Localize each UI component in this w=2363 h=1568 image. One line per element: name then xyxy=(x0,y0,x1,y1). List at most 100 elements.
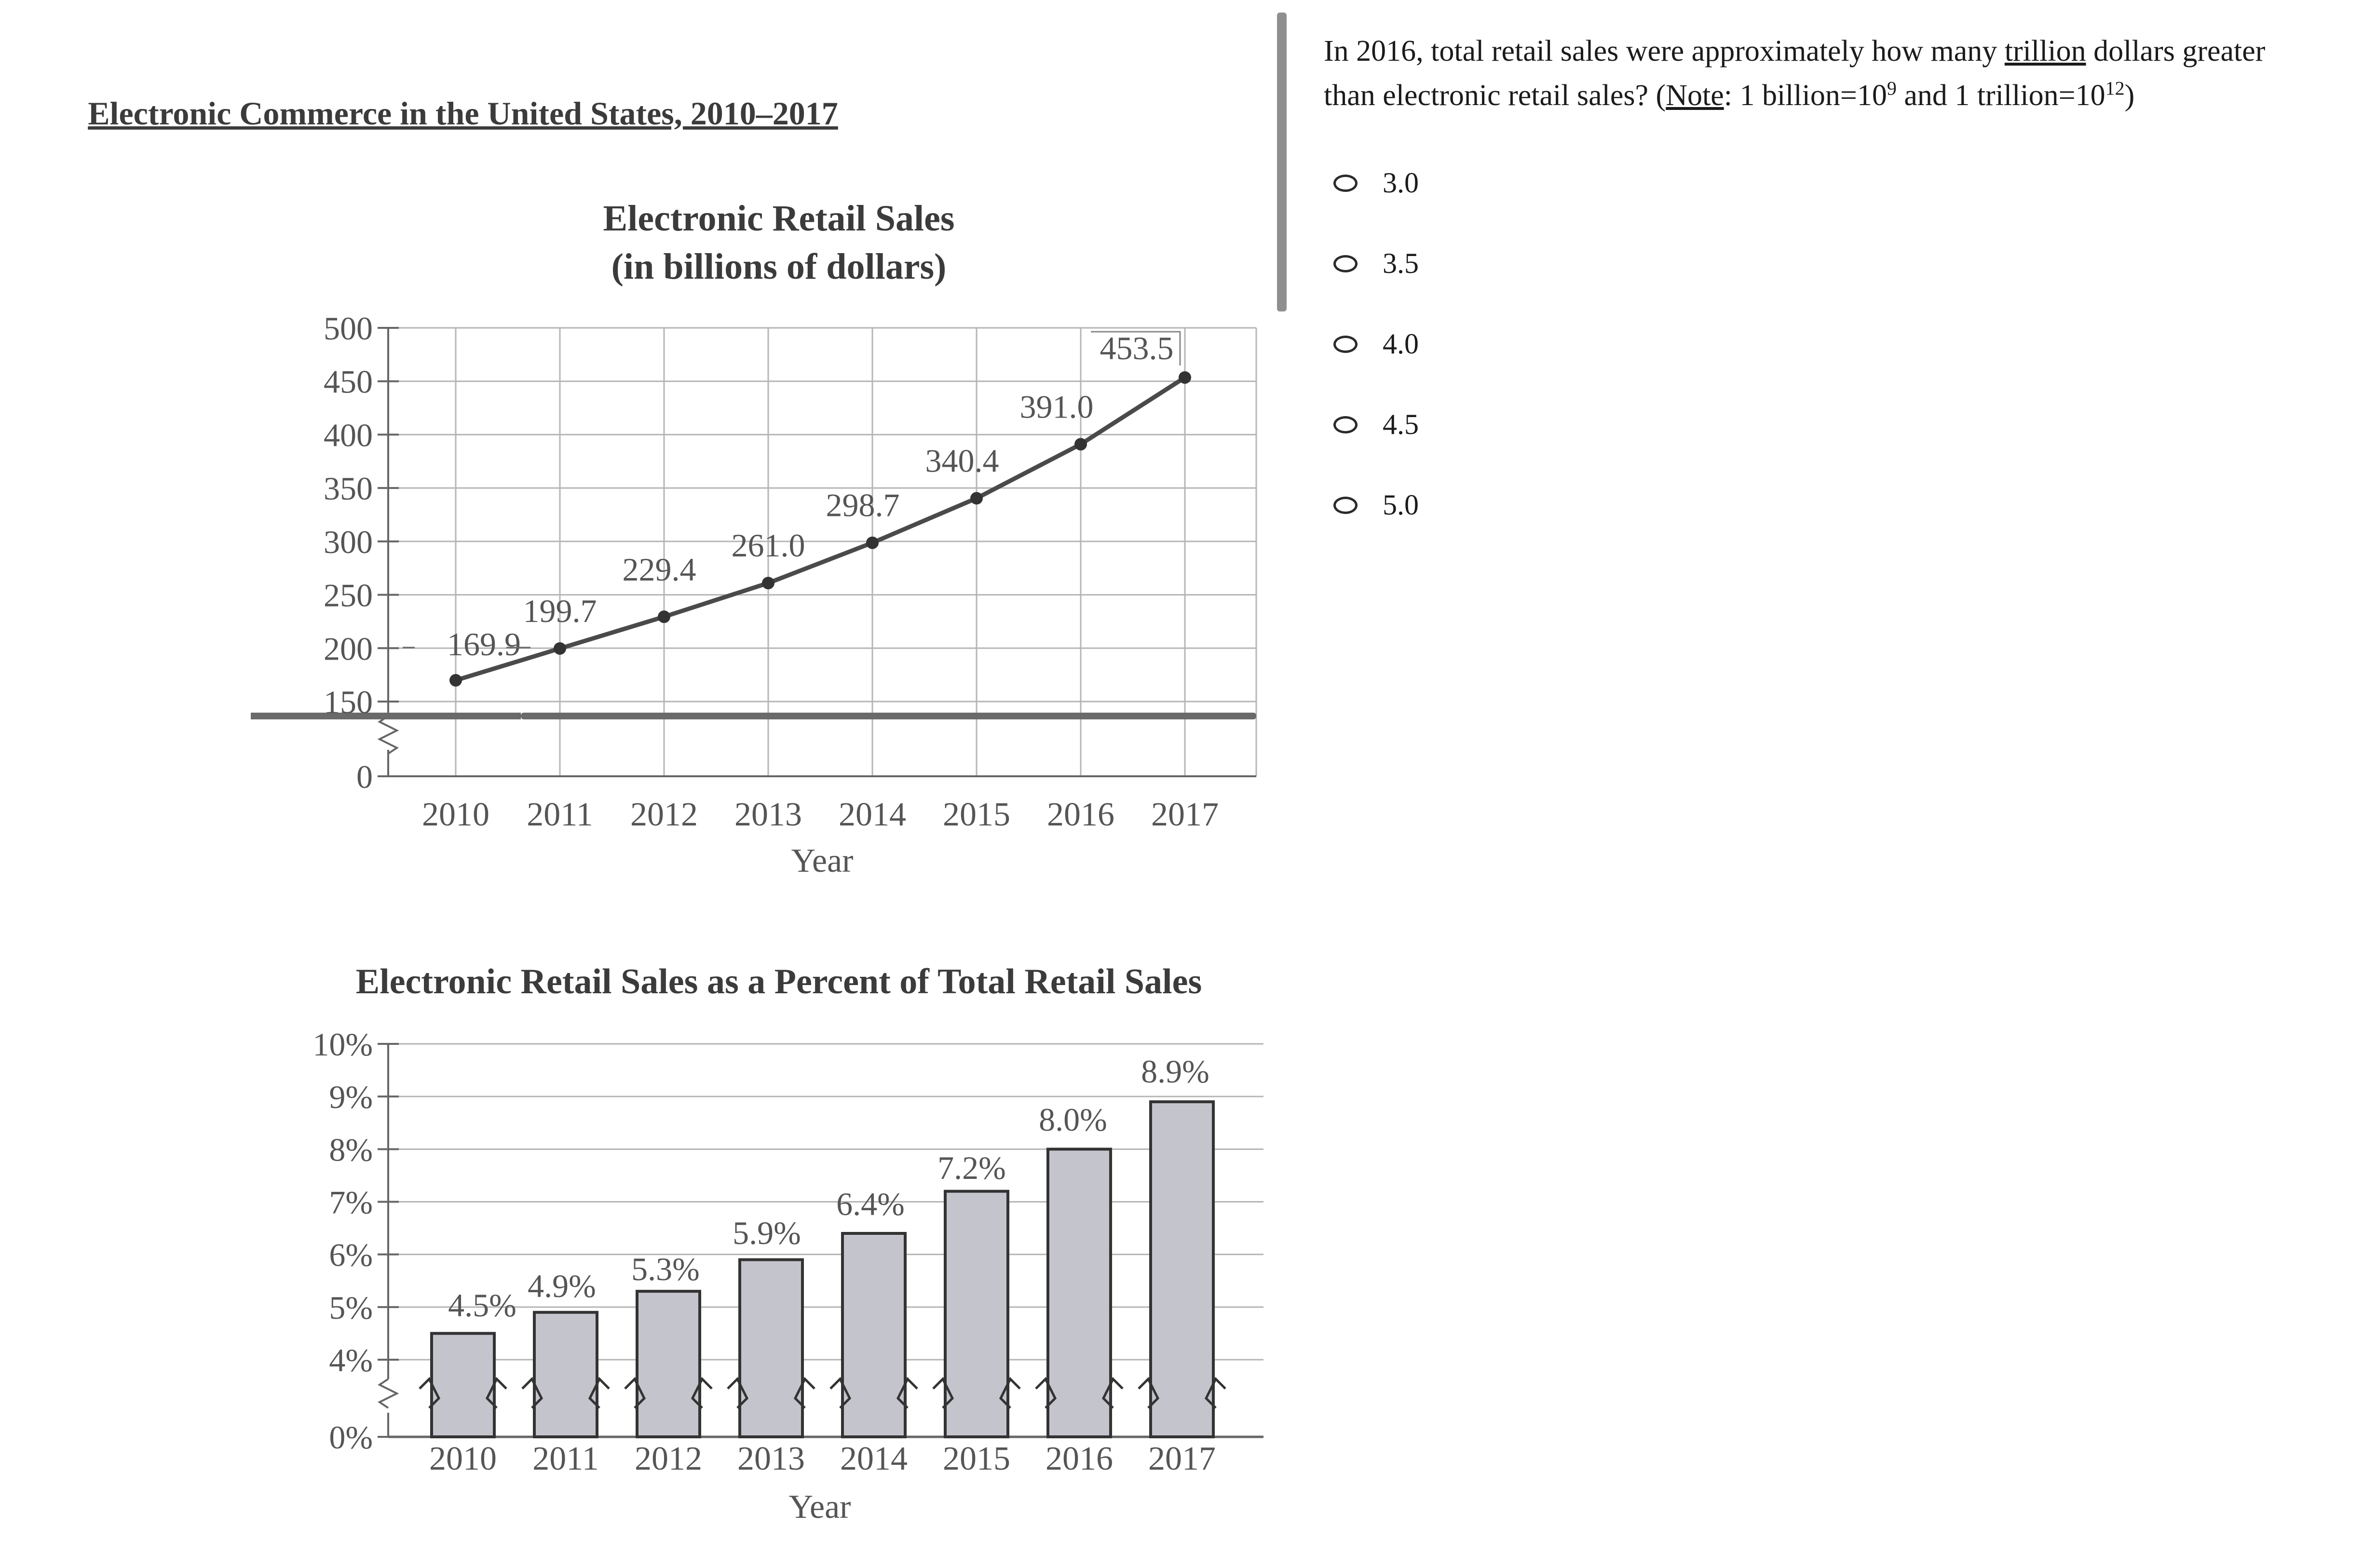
x-tick-label: 2010 xyxy=(429,1440,497,1477)
choice-label: 4.0 xyxy=(1383,328,1419,360)
choice-label: 3.5 xyxy=(1383,247,1419,279)
choice-label: 5.0 xyxy=(1383,489,1419,521)
question-panel: In 2016, total retail sales were approxi… xyxy=(1324,29,2288,545)
y-tick-label: 9% xyxy=(329,1079,373,1115)
radio-button[interactable] xyxy=(1333,416,1358,433)
bar-break-mark xyxy=(727,1377,815,1409)
data-label: 199.7 xyxy=(523,593,597,629)
overlay-band xyxy=(251,713,521,719)
data-label: 229.4 xyxy=(623,551,696,588)
bar-chart-title: Electronic Retail Sales as a Percent of … xyxy=(356,962,1202,1001)
bar-break-mark xyxy=(419,1377,507,1409)
x-tick-label: 2016 xyxy=(1046,1440,1113,1477)
x-tick-label: 2012 xyxy=(630,796,698,833)
y-tick-label: 150 xyxy=(324,684,373,720)
data-label: 391.0 xyxy=(1020,388,1094,425)
x-axis-label: Year xyxy=(791,842,854,879)
y-tick-label: 10% xyxy=(312,1026,373,1063)
x-tick-label: 2013 xyxy=(734,796,802,833)
radio-button[interactable] xyxy=(1333,335,1358,353)
bar-break-mark xyxy=(624,1377,713,1409)
charts-figure: Electronic Commerce in the United States… xyxy=(88,95,1263,1526)
label-box xyxy=(1091,331,1181,365)
series-line xyxy=(455,376,1186,683)
bar xyxy=(533,1311,598,1438)
data-label: 7.2% xyxy=(937,1149,1006,1186)
y-tick-label: 400 xyxy=(324,417,373,453)
choice-label: 4.5 xyxy=(1383,408,1419,440)
note-label: Note xyxy=(1666,79,1724,112)
question-text: In 2016, total retail sales were approxi… xyxy=(1324,35,2266,112)
y-tick-label: 0 xyxy=(356,758,373,795)
y-tick-label: 4% xyxy=(329,1342,373,1379)
line-chart-subtitle: (in billions of dollars) xyxy=(611,246,947,287)
data-point xyxy=(449,674,462,687)
figure-title: Electronic Commerce in the United States… xyxy=(88,95,838,132)
data-point xyxy=(1074,438,1087,451)
data-point xyxy=(1179,371,1191,384)
data-label: 261.0 xyxy=(732,527,805,564)
data-point xyxy=(762,577,774,590)
data-label: 8.0% xyxy=(1039,1101,1107,1138)
data-label: 340.4 xyxy=(925,442,999,479)
x-tick-label: 2016 xyxy=(1047,796,1114,833)
y-tick-label: 0% xyxy=(329,1419,373,1456)
y-tick-label: 5% xyxy=(329,1289,373,1326)
x-tick-label: 2011 xyxy=(527,796,593,833)
line-chart-title: Electronic Retail Sales xyxy=(603,198,955,239)
x-tick-label: 2015 xyxy=(943,1440,1010,1477)
x-tick-label: 2014 xyxy=(840,1440,908,1477)
x-tick-label: 2014 xyxy=(839,796,906,833)
y-tick-label: 6% xyxy=(329,1237,373,1273)
y-tick-label: 7% xyxy=(329,1184,373,1221)
bar-break-mark xyxy=(1138,1377,1226,1409)
y-tick-label: 8% xyxy=(329,1131,373,1168)
data-label: 5.3% xyxy=(631,1251,700,1287)
chart-panel: Electronic Commerce in the United States… xyxy=(88,95,1263,1526)
bar-break-mark xyxy=(521,1377,610,1409)
choice-b[interactable]: 3.5 xyxy=(1324,223,2288,304)
y-tick-label: 300 xyxy=(324,524,373,560)
data-point xyxy=(866,536,879,549)
overlay-band xyxy=(521,713,1256,719)
data-point xyxy=(970,492,983,505)
pane-scrollbar[interactable] xyxy=(1277,13,1287,311)
data-label: 8.9% xyxy=(1141,1053,1209,1090)
x-axis-label: Year xyxy=(789,1488,851,1526)
radio-button[interactable] xyxy=(1333,255,1358,272)
line-chart: Electronic Retail Sales (in billions of d… xyxy=(251,198,1257,879)
answer-choices: 3.0 3.5 4.0 4.5 5.0 xyxy=(1324,143,2288,545)
y-tick-label: 350 xyxy=(324,470,373,507)
x-tick-label: 2012 xyxy=(635,1440,702,1477)
bar-break-mark xyxy=(1035,1377,1124,1409)
bar xyxy=(1149,1100,1215,1438)
radio-button[interactable] xyxy=(1333,174,1358,192)
choice-label: 3.0 xyxy=(1383,167,1419,199)
bar xyxy=(430,1332,496,1439)
y-tick-label: 250 xyxy=(324,577,373,614)
bar xyxy=(944,1190,1009,1439)
data-label: 169.9 xyxy=(447,626,521,662)
y-tick-label: 450 xyxy=(324,364,373,400)
choice-d[interactable]: 4.5 xyxy=(1324,384,2288,465)
bar xyxy=(841,1232,907,1438)
data-label: 5.9% xyxy=(733,1215,801,1251)
y-tick-label: 200 xyxy=(324,630,373,667)
x-tick-label: 2015 xyxy=(943,796,1010,833)
choice-a[interactable]: 3.0 xyxy=(1324,143,2288,223)
bar-chart: Electronic Retail Sales as a Percent of … xyxy=(312,962,1263,1526)
choice-c[interactable]: 4.0 xyxy=(1324,304,2288,384)
data-label: 4.5% xyxy=(448,1287,516,1324)
radio-button[interactable] xyxy=(1333,496,1358,514)
data-point xyxy=(658,610,670,623)
bar xyxy=(1046,1148,1112,1438)
x-tick-label: 2013 xyxy=(737,1440,805,1477)
bar-break-mark xyxy=(932,1377,1021,1409)
bar xyxy=(738,1258,804,1438)
choice-e[interactable]: 5.0 xyxy=(1324,465,2288,545)
x-tick-label: 2010 xyxy=(422,796,489,833)
x-tick-label: 2017 xyxy=(1148,1440,1216,1477)
axis-break-mark xyxy=(378,1378,399,1409)
data-label: 453.5 xyxy=(1100,330,1174,366)
y-tick-label: 500 xyxy=(324,310,373,347)
